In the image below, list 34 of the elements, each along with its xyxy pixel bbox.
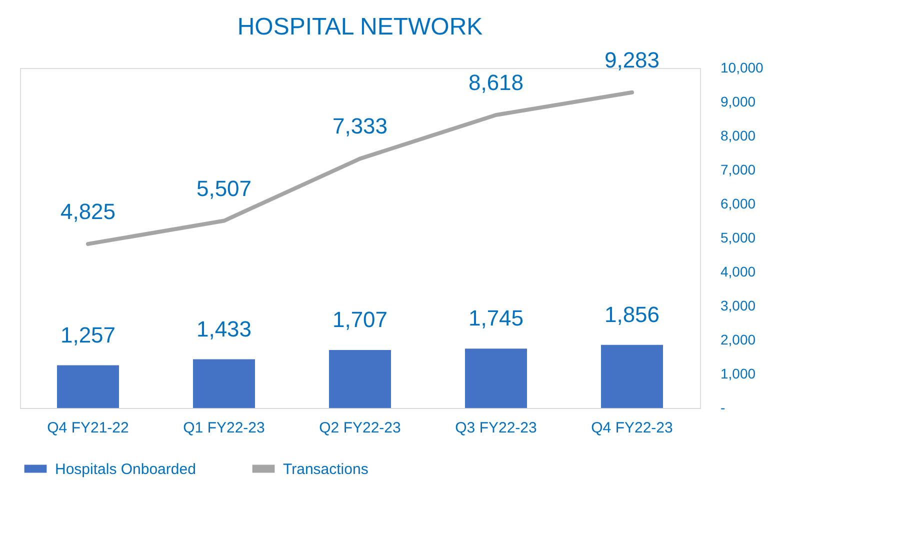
- bar: [193, 359, 255, 408]
- bar: [57, 365, 119, 408]
- y-tick-label: 6,000: [720, 196, 756, 212]
- y-tick-label: 9,000: [720, 94, 756, 110]
- chart-title: HOSPITAL NETWORK: [237, 13, 483, 40]
- bar: [601, 344, 663, 408]
- y-tick-label: 1,000: [720, 366, 756, 382]
- x-tick-label: Q2 FY22-23: [319, 420, 401, 436]
- x-tick-label: Q4 FY22-23: [591, 420, 673, 436]
- y-tick-label: 5,000: [720, 230, 756, 246]
- data-label: 8,618: [468, 70, 524, 95]
- y-tick-label: 3,000: [720, 298, 756, 314]
- data-label: 1,856: [604, 302, 660, 327]
- data-label: 5,507: [196, 176, 252, 201]
- data-label: 1,433: [196, 316, 252, 342]
- y-tick-label: 10,000: [720, 60, 764, 76]
- x-tick-label: Q3 FY22-23: [455, 420, 537, 436]
- data-label: 1,257: [60, 322, 116, 348]
- x-tick-label: Q1 FY22-23: [183, 420, 265, 436]
- bar: [465, 348, 527, 408]
- x-tick-label: Q4 FY21-22: [47, 420, 129, 436]
- y-tick-label: 2,000: [720, 332, 756, 348]
- legend-label: Transactions: [283, 460, 368, 478]
- bar: [329, 350, 391, 408]
- data-label: 1,745: [468, 306, 524, 331]
- y-tick-label: 7,000: [720, 162, 756, 178]
- y-tick-label: 4,000: [720, 264, 756, 280]
- y-tick-label: -: [720, 400, 726, 416]
- data-label: 9,283: [604, 47, 660, 72]
- data-label: 4,825: [60, 198, 116, 224]
- legend-label: Hospitals Onboarded: [55, 460, 196, 478]
- data-label: 7,333: [332, 114, 388, 139]
- data-label: 1,707: [332, 306, 388, 332]
- y-tick-label: 8,000: [720, 128, 756, 144]
